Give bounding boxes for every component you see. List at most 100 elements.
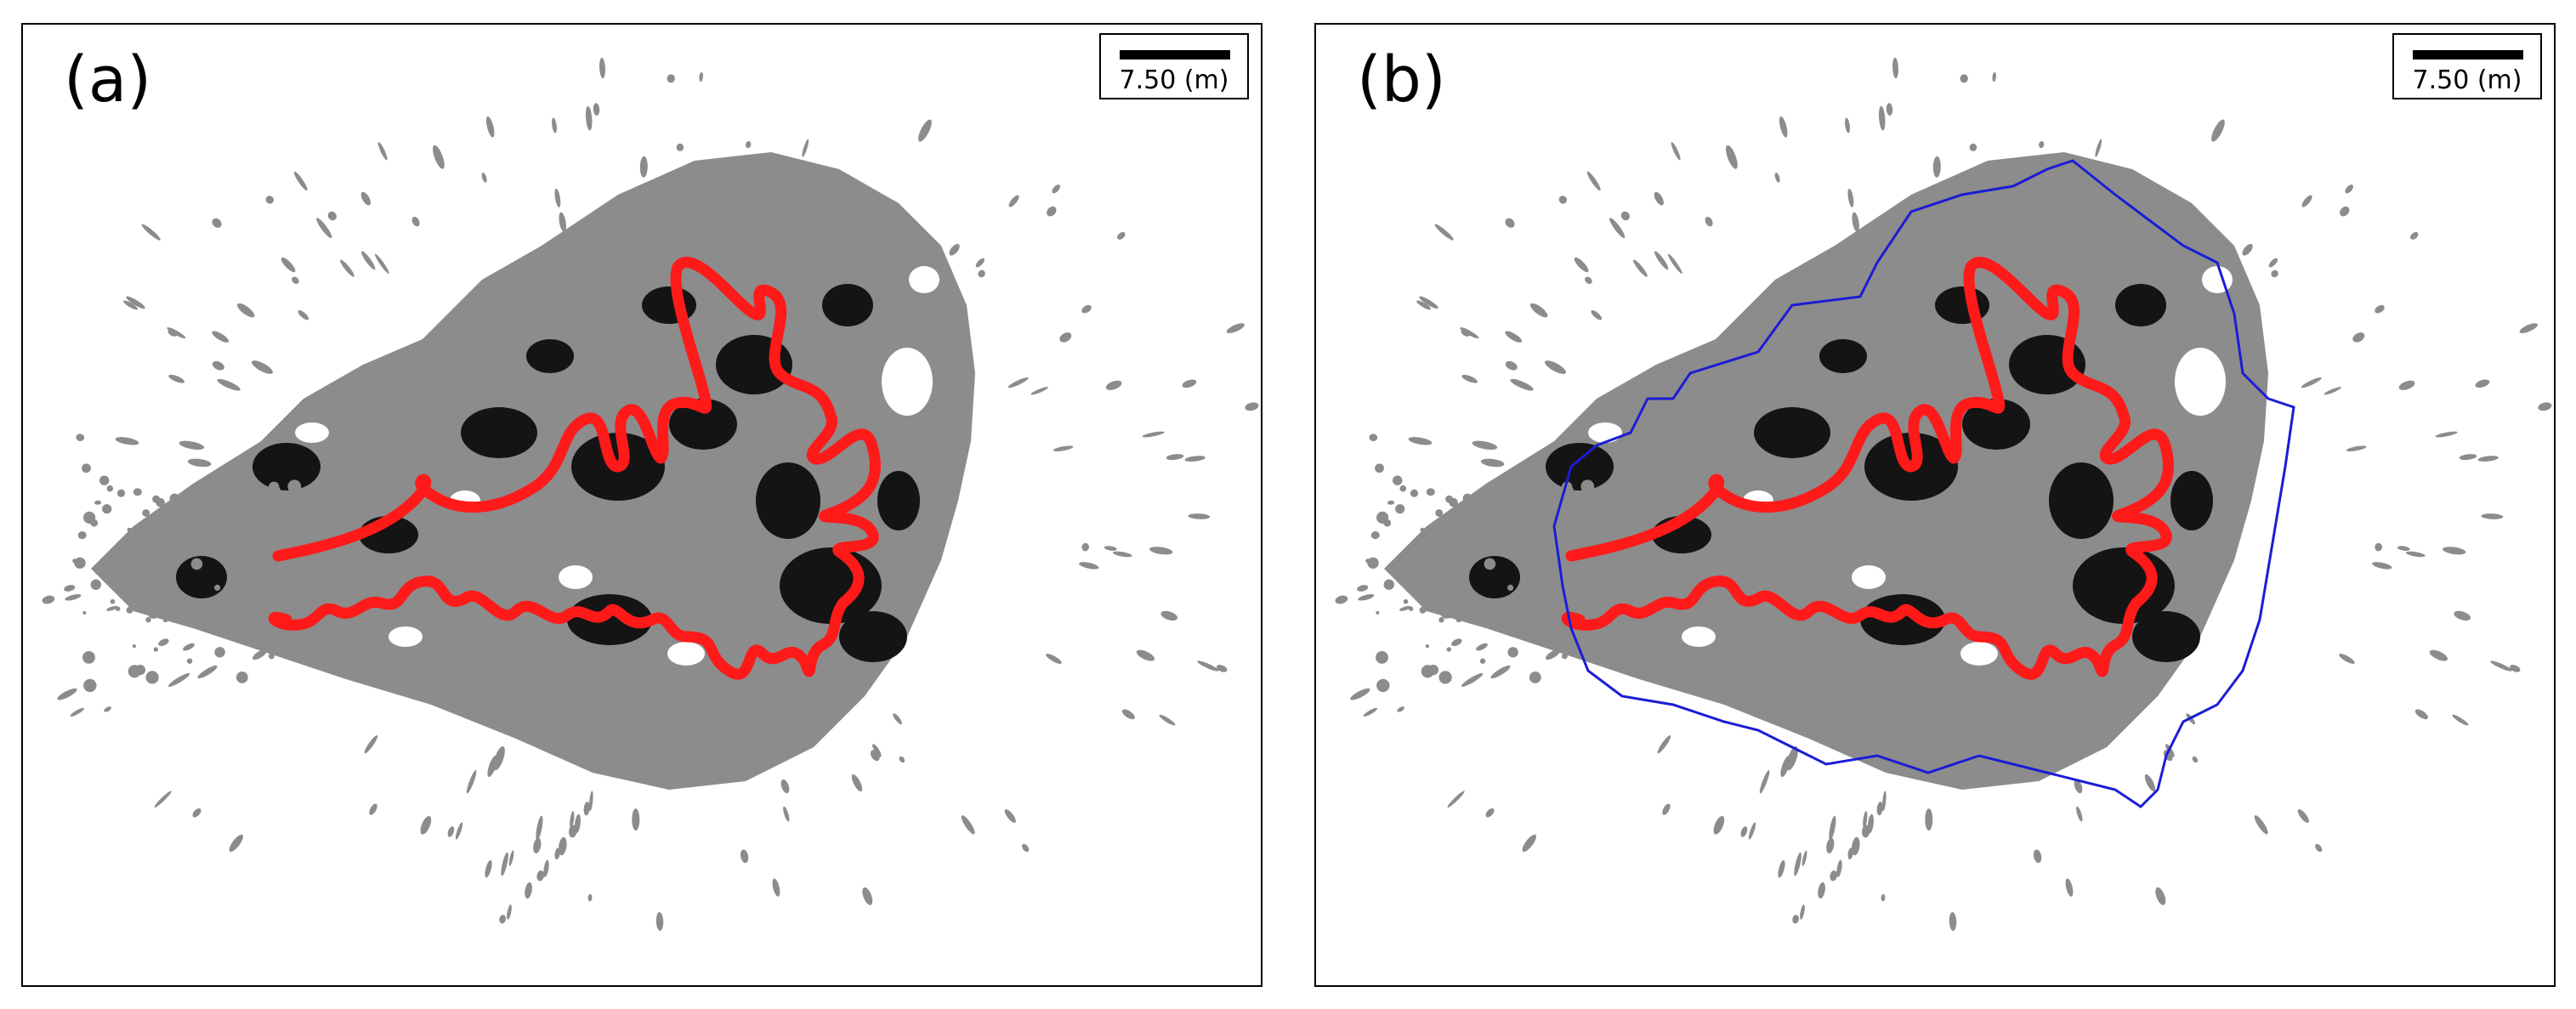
sensor-streak — [1705, 217, 1713, 227]
sensor-streak — [1461, 374, 1478, 383]
sensor-streak — [533, 837, 542, 853]
sensor-streak — [583, 802, 590, 816]
point-speckle — [1383, 579, 1394, 590]
sensor-streak — [364, 734, 378, 754]
sensor-streak — [2301, 377, 2322, 388]
sensor-streak — [641, 212, 648, 223]
sensor-streak — [1480, 458, 1505, 468]
void-region — [1852, 565, 1886, 589]
sensor-streak — [42, 595, 55, 604]
sensor-streak — [1568, 637, 1580, 645]
sensor-streak — [1505, 331, 1523, 343]
sensor-streak — [507, 904, 512, 920]
sensor-streak — [780, 779, 790, 794]
scale-bar: 7.50 (m) — [1099, 33, 1249, 99]
robot-trajectory — [1561, 257, 2175, 680]
point-speckle — [243, 527, 250, 534]
sensor-streak — [298, 310, 309, 320]
sensor-streak — [655, 912, 664, 931]
scale-bar-line — [1120, 50, 1230, 60]
sensor-streak — [552, 117, 557, 133]
point-speckle — [1532, 490, 1536, 495]
point-speckle — [1446, 647, 1451, 652]
sensor-streak — [1358, 594, 1375, 601]
dark-region — [822, 284, 873, 326]
point-speckle — [145, 671, 159, 684]
dark-region — [567, 594, 652, 645]
void-region — [295, 422, 329, 443]
sensor-streak — [1472, 440, 1498, 450]
sensor-streak — [1079, 562, 1099, 570]
sensor-streak — [699, 71, 703, 82]
sensor-streak — [773, 196, 783, 218]
point-speckle — [162, 598, 167, 604]
point-speckle — [160, 581, 167, 588]
dark-region — [669, 399, 737, 450]
sensor-streak — [1863, 811, 1868, 829]
sensor-streak — [1949, 912, 1957, 931]
sensor-streak — [1740, 826, 1748, 837]
point-speckle — [1425, 644, 1429, 649]
point-speckle — [1376, 511, 1389, 524]
sensor-streak — [1159, 714, 1176, 726]
sensor-streak — [851, 774, 863, 792]
sensor-streak — [1416, 300, 1432, 310]
sensor-streak — [536, 870, 544, 881]
sensor-streak — [2459, 454, 2477, 461]
point-speckle — [162, 617, 168, 623]
sensor-streak — [772, 878, 780, 897]
sensor-streak — [593, 103, 600, 116]
point-speckle — [156, 497, 165, 507]
point-speckle — [1438, 617, 1444, 623]
point-speckle — [239, 490, 243, 495]
sensor-streak — [1046, 654, 1062, 664]
sensor-streak — [1461, 672, 1484, 687]
sensor-streak — [589, 791, 593, 812]
sensor-streak — [1671, 141, 1681, 161]
point-speckle — [1376, 610, 1380, 615]
point-speckle — [1395, 504, 1405, 514]
sensor-streak — [2115, 225, 2126, 247]
sensor-streak — [2076, 806, 2083, 822]
point-speckle — [275, 487, 281, 492]
void-region — [389, 626, 423, 647]
point-speckle — [1478, 618, 1484, 623]
sensor-streak — [217, 378, 241, 391]
point-speckle — [1367, 557, 1379, 569]
sensor-streak — [187, 458, 212, 468]
sensor-streak — [1748, 822, 1756, 840]
sensor-streak — [1774, 173, 1780, 183]
point-speckle — [185, 618, 190, 623]
scale-bar-line — [2413, 50, 2523, 60]
point-speckle — [99, 475, 110, 485]
sensor-streak — [1969, 143, 1977, 151]
point-speckle — [1403, 598, 1409, 604]
point-cloud-map-a — [42, 57, 1259, 931]
sensor-streak — [1847, 847, 1853, 860]
sensor-streak — [1585, 276, 1592, 285]
sensor-streak — [1591, 310, 1603, 320]
point-speckle — [1533, 471, 1540, 477]
sensor-streak — [1022, 843, 1030, 853]
sensor-streak — [2410, 231, 2419, 240]
point-speckle — [102, 504, 112, 514]
sensor-streak — [1476, 643, 1488, 651]
sensor-streak — [1609, 218, 1626, 239]
sensor-streak — [420, 815, 432, 835]
sensor-streak — [183, 530, 205, 536]
point-speckle — [145, 617, 151, 623]
point-speckle — [278, 527, 284, 533]
sensor-streak — [1226, 323, 1245, 333]
sensor-streak — [811, 175, 818, 190]
sensor-streak — [2475, 379, 2490, 388]
sensor-streak — [1818, 882, 1825, 898]
point-speckle — [82, 651, 95, 664]
point-speckle — [116, 489, 126, 497]
sensor-streak — [1184, 456, 1206, 462]
sensor-streak — [1245, 402, 1259, 411]
sensor-streak — [2398, 380, 2415, 390]
point-speckle — [214, 647, 225, 658]
sensor-streak — [2242, 243, 2253, 256]
sensor-streak — [2340, 206, 2350, 217]
dark-region — [1962, 399, 2030, 450]
